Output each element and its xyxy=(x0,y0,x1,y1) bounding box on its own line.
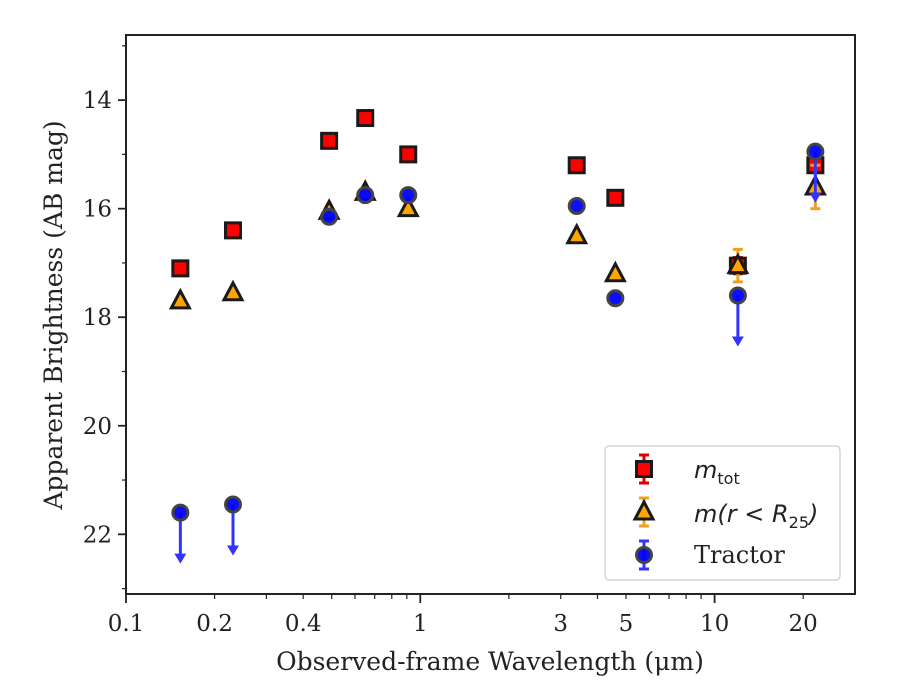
mtot-point xyxy=(320,131,339,150)
mr25-point xyxy=(565,222,589,245)
mtot-point xyxy=(224,221,243,240)
x-tick-label: 3 xyxy=(553,611,568,637)
upper-limit-arrowhead xyxy=(227,545,240,556)
legend-mtot-subscript: tot xyxy=(717,469,739,488)
y-tick-label: 20 xyxy=(83,414,112,440)
tractor-point xyxy=(606,289,625,308)
legend-label-tractor: Tractor xyxy=(694,541,785,569)
tractor-point xyxy=(806,142,825,161)
tractor-point xyxy=(728,286,747,305)
mtot-point xyxy=(356,109,375,128)
x-tick-label: 20 xyxy=(789,611,818,637)
series-layer xyxy=(168,109,827,564)
y-tick-label: 22 xyxy=(83,522,112,548)
x-axis: 0.1 0.2 0.4 1 3 5 10 20 xyxy=(108,594,818,637)
mtot-point xyxy=(171,259,190,278)
legend-markers xyxy=(632,453,656,571)
tractor-point xyxy=(567,196,586,215)
tractor-point xyxy=(320,207,339,226)
x-tick-label: 0.2 xyxy=(196,611,233,637)
tractor-point xyxy=(224,495,243,514)
mtot-point xyxy=(567,156,586,175)
legend-mr25-close: ) xyxy=(807,500,818,528)
legend-marker-circle xyxy=(635,546,653,564)
tractor-point xyxy=(171,503,190,522)
mr25-point xyxy=(603,260,627,283)
mtot-point xyxy=(399,145,418,164)
x-tick-label: 1 xyxy=(413,611,428,637)
mtot-point xyxy=(606,188,625,207)
tractor-point xyxy=(399,186,418,205)
mr25-point xyxy=(726,252,750,275)
y-axis: 14 16 18 20 22 xyxy=(83,45,126,590)
upper-limit-arrowhead xyxy=(731,336,744,347)
mr25-point xyxy=(396,195,420,218)
y-tick-label: 16 xyxy=(83,197,112,223)
legend-mtot-symbol: m xyxy=(694,456,717,484)
legend-label-mtot: mtot xyxy=(694,456,740,488)
legend-mr25-subscript: 25 xyxy=(789,513,809,532)
plot-frame xyxy=(125,34,856,595)
y-tick-label: 18 xyxy=(83,305,112,331)
tractor-point xyxy=(356,186,375,205)
x-tick-label: 0.4 xyxy=(285,611,322,637)
legend-marker-square xyxy=(635,460,653,478)
upper-limit-arrowhead xyxy=(809,192,822,203)
mr25-point xyxy=(221,279,245,302)
x-axis-title: Observed-frame Wavelength (μm) xyxy=(276,647,704,676)
legend: mtot m(r < R25) Tractor xyxy=(604,445,841,581)
y-axis-title: Apparent Brightness (AB mag) xyxy=(39,120,68,510)
y-tick-label: 14 xyxy=(83,88,112,114)
x-tick-label: 10 xyxy=(700,611,729,637)
legend-label-mr25: m(r < R25) xyxy=(694,500,818,532)
upper-limit-arrowhead xyxy=(174,553,187,564)
x-tick-label: 0.1 xyxy=(108,611,145,637)
legend-mr25-main: m(r < R xyxy=(694,500,789,528)
mr25-point xyxy=(168,287,192,310)
legend-marker-triangle xyxy=(632,498,656,521)
x-tick-label: 5 xyxy=(619,611,634,637)
legend-box xyxy=(604,445,841,581)
plot-area xyxy=(125,34,856,595)
